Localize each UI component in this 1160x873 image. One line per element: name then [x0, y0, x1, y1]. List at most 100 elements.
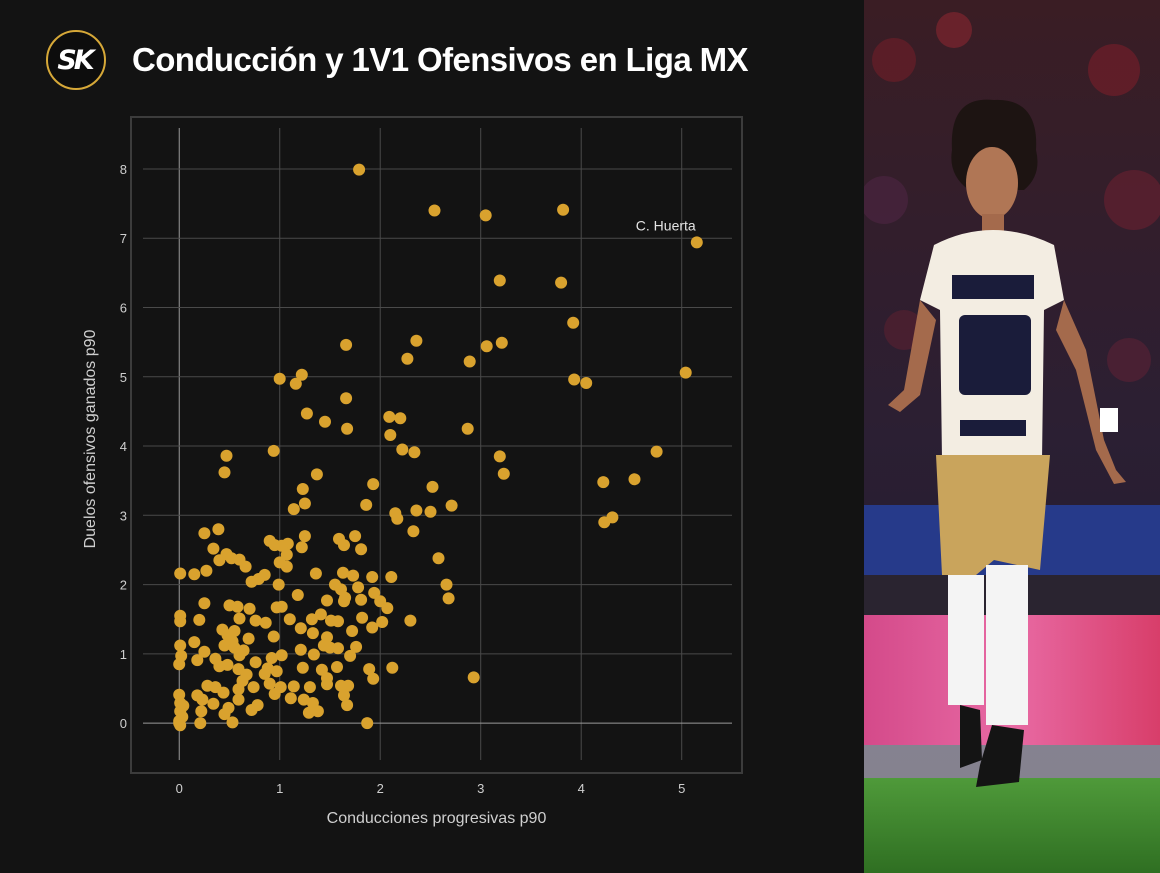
scatter-point [401, 352, 414, 365]
scatter-point [467, 671, 480, 684]
scatter-point [344, 649, 357, 662]
scatter-point [495, 336, 508, 349]
scatter-point [386, 661, 399, 674]
scatter-point [346, 625, 359, 637]
scatter-point [321, 678, 333, 691]
scatter-point [273, 372, 286, 385]
scatter-point [580, 377, 593, 389]
scatter-point [188, 636, 201, 649]
scatter-point [493, 450, 506, 463]
scatter-point [338, 689, 350, 702]
scatter-point [295, 368, 308, 381]
scatter-point [349, 530, 362, 543]
scatter-point [193, 613, 206, 626]
sk-logo: SK [46, 30, 106, 90]
scatter-point [309, 567, 322, 580]
scatter-point [243, 602, 256, 615]
scatter-point [275, 600, 288, 613]
x-tick-label: 5 [678, 781, 685, 796]
scatter-point [311, 705, 324, 718]
scatter-point [426, 480, 439, 493]
scatter-point [306, 627, 319, 640]
scatter-point [396, 443, 409, 456]
scatter-point [233, 612, 246, 625]
scatter-point [353, 163, 366, 176]
scatter-point [331, 661, 343, 673]
scatter-point [198, 527, 211, 540]
scatter-point [391, 512, 404, 525]
scatter-point [245, 704, 258, 716]
scatter-point [338, 539, 350, 552]
scatter-point [297, 693, 310, 706]
scatter-point [394, 412, 407, 425]
scatter-point [188, 568, 201, 581]
scatter-point [298, 497, 311, 510]
scatter-point [368, 586, 381, 599]
scatter-point [249, 614, 262, 627]
scatter-point [270, 665, 283, 678]
x-tick-label: 1 [276, 781, 283, 796]
scatter-point [228, 625, 241, 637]
x-axis-label: Conducciones progresivas p90 [327, 810, 547, 827]
scatter-point [606, 511, 619, 524]
scatter-point [174, 719, 187, 732]
data-points [173, 163, 703, 732]
scatter-point [367, 478, 380, 491]
annotation-label: C. Huerta [636, 217, 696, 233]
x-tick-label: 0 [176, 781, 183, 796]
scatter-point [232, 693, 245, 706]
y-tick-label: 3 [120, 508, 127, 523]
scatter-point [280, 548, 293, 561]
scatter-point [226, 716, 239, 729]
scatter-point [296, 661, 309, 674]
header: SK Conducción y 1V1 Ofensivos en Liga MX [46, 28, 749, 92]
scatter-point [440, 578, 453, 591]
scatter-point [493, 274, 506, 287]
scatter-point [381, 602, 394, 615]
scatter-point [408, 446, 421, 459]
scatter-point [385, 571, 398, 583]
scatter-point [366, 621, 379, 634]
scatter-point [217, 686, 230, 699]
scatter-point [340, 338, 353, 351]
scatter-point [410, 504, 423, 517]
scatter-point [221, 658, 234, 671]
scatter-point [384, 429, 397, 441]
scatter-point [568, 373, 581, 386]
scatter-point [198, 645, 211, 658]
scatter-point [272, 578, 285, 591]
scatter-point [679, 366, 692, 379]
scatter-point [340, 392, 353, 405]
scatter-point [347, 569, 360, 582]
y-tick-label: 5 [120, 370, 127, 385]
scatter-point [174, 639, 187, 652]
scatter-point [207, 542, 220, 555]
scatter-point [198, 597, 211, 610]
scatter-point [289, 377, 302, 390]
scatter-point [294, 622, 307, 635]
scatter-point [404, 614, 417, 627]
x-tick-label: 4 [578, 781, 585, 796]
y-tick-label: 4 [120, 439, 127, 454]
scatter-point [283, 613, 296, 626]
scatter-point [259, 616, 272, 629]
scatter-point [249, 656, 262, 669]
y-tick-label: 8 [120, 162, 127, 177]
scatter-point [319, 415, 331, 428]
scatter-point [352, 581, 365, 594]
y-tick-label: 2 [120, 578, 127, 593]
scatter-point [265, 652, 278, 664]
y-tick-label: 6 [120, 300, 127, 315]
scatter-point [442, 592, 455, 605]
scatter-point [231, 600, 244, 613]
scatter-point [350, 640, 363, 653]
scatter-point [497, 467, 510, 480]
scatter-point [247, 681, 260, 694]
scatter-point [295, 541, 308, 554]
scatter-point [480, 340, 493, 353]
scatter-point [207, 697, 220, 710]
scatter-point [174, 567, 187, 580]
scatter-point [410, 334, 423, 347]
scatter-point [218, 466, 231, 479]
scatter-point [280, 560, 293, 573]
